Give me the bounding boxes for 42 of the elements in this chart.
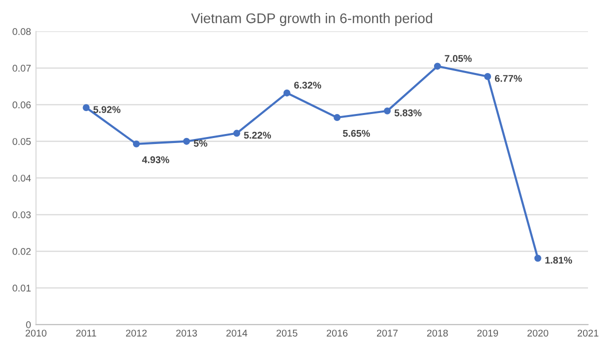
point bbox=[434, 62, 441, 70]
point bbox=[82, 104, 90, 112]
point bbox=[334, 114, 341, 121]
point bbox=[384, 107, 391, 114]
y-tick-label: 0 bbox=[26, 321, 31, 328]
y-tick-label: 0.03 bbox=[12, 211, 31, 218]
x-tick-label: 2010 bbox=[26, 330, 46, 337]
data-label: 5.65% bbox=[342, 130, 370, 137]
y-tick-label: 0.02 bbox=[12, 248, 31, 255]
data-label: 7.05% bbox=[444, 55, 472, 62]
x-tick-label: 2019 bbox=[477, 330, 498, 337]
data-label: 5.83% bbox=[394, 109, 422, 116]
data-label: 5.92% bbox=[93, 106, 120, 114]
x-tick-label: 2021 bbox=[578, 330, 598, 337]
x-tick-label: 2018 bbox=[427, 330, 448, 337]
x-tick-label: 2011 bbox=[76, 330, 96, 337]
chart-title: Vietnam GDP growth in 6-month period bbox=[191, 13, 432, 26]
x-tick-label: 2020 bbox=[527, 330, 548, 337]
y-tick-label: 0.07 bbox=[12, 64, 31, 72]
x-tick-label: 2017 bbox=[376, 330, 398, 337]
point bbox=[484, 73, 492, 80]
x-tick-label: 2015 bbox=[276, 330, 298, 337]
y-tick-label: 0.01 bbox=[12, 284, 31, 292]
point bbox=[183, 138, 190, 145]
data-label: 6.32% bbox=[294, 82, 322, 89]
data-label: 6.77% bbox=[494, 74, 522, 82]
x-tick-label: 2016 bbox=[326, 330, 348, 337]
y-tick-label: 0.05 bbox=[12, 138, 31, 145]
point bbox=[233, 130, 240, 137]
y-tick-label: 0.06 bbox=[12, 101, 31, 108]
point bbox=[283, 90, 290, 96]
x-tick-label: 2014 bbox=[226, 330, 248, 337]
point bbox=[132, 140, 140, 148]
data-label: 5% bbox=[194, 140, 208, 147]
data-label: 4.93% bbox=[142, 156, 170, 164]
x-tick-label: 2012 bbox=[126, 330, 147, 337]
y-tick-label: 0.08 bbox=[12, 28, 31, 36]
y-tick-label: 0.04 bbox=[12, 174, 31, 182]
point bbox=[534, 254, 542, 262]
data-label: 5.22% bbox=[244, 132, 271, 139]
x-tick-label: 2013 bbox=[176, 330, 197, 337]
data-label: 1.81% bbox=[545, 256, 572, 264]
